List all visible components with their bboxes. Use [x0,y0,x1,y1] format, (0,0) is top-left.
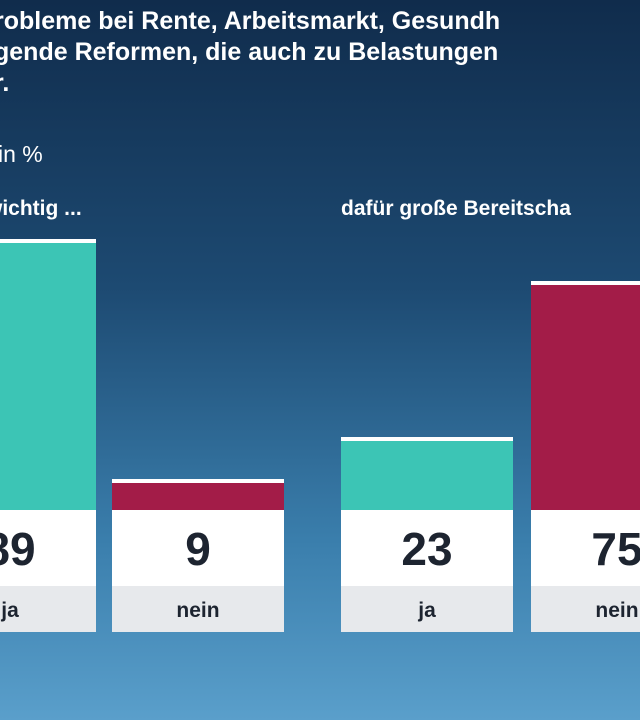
value-label-g1-nein: 9 [185,523,211,575]
question-line-3: r. [0,69,10,97]
category-label-g2-nein: nein [595,599,638,622]
value-plate-g1-ja [0,510,96,586]
category-label-g1-nein: nein [176,599,219,622]
value-plate-g2-ja [341,510,513,586]
category-strip-g1-nein [112,586,284,632]
bar-g2-ja [341,441,513,510]
group-label-2: dafür große Bereitscha [341,197,571,220]
value-plate-g2-nein [531,510,640,586]
bar-top-line-g1-nein [112,479,284,483]
value-label-g2-ja: 23 [401,523,452,575]
category-strip-g2-nein [531,586,640,632]
category-strip-g2-ja [341,586,513,632]
question-line-2: gende Reformen, die auch zu Belastungen [0,38,499,66]
bar-g1-ja [0,243,96,510]
category-strip-g1-ja [0,586,96,632]
value-label-g1-ja: 89 [0,523,36,575]
bar-top-line-g2-nein [531,281,640,285]
category-label-g2-ja: ja [417,599,436,622]
value-label-g2-nein: 75 [591,523,640,575]
bar-top-line-g1-ja [0,239,96,243]
question-text: robleme bei Rente, Arbeitsmarkt, Gesundh… [0,6,640,99]
category-label-g1-ja: ja [0,599,19,622]
bar-top-line-g2-ja [341,437,513,441]
bar-g2-nein [531,285,640,510]
group-label-1: wichtig ... [0,197,82,220]
unit-label: in % [0,141,43,167]
value-plate-g1-nein [112,510,284,586]
question-line-1: robleme bei Rente, Arbeitsmarkt, Gesundh [0,7,501,35]
bar-g1-nein [112,483,284,510]
